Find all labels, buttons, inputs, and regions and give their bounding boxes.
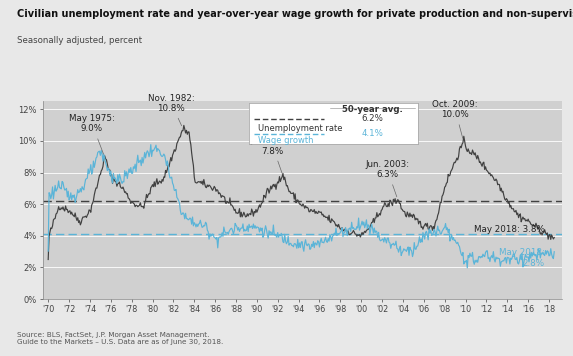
Text: 50-year avg.: 50-year avg. — [342, 105, 403, 114]
Text: Jun. 2003:
6.3%: Jun. 2003: 6.3% — [365, 160, 409, 197]
Text: Seasonally adjusted, percent: Seasonally adjusted, percent — [17, 36, 142, 44]
Text: Unemployment rate: Unemployment rate — [258, 124, 342, 133]
Text: May 2018:
2.8%: May 2018: 2.8% — [499, 248, 545, 268]
Text: 6.2%: 6.2% — [362, 114, 383, 123]
Text: Wage growth: Wage growth — [258, 136, 313, 145]
Text: Civilian unemployment rate and year-over-year wage growth for private production: Civilian unemployment rate and year-over… — [17, 9, 573, 19]
Text: Oct. 2009:
10.0%: Oct. 2009: 10.0% — [432, 100, 478, 138]
Text: Nov. 1982:
10.8%: Nov. 1982: 10.8% — [148, 94, 195, 126]
Text: Source: BLS, FactSet, J.P. Morgan Asset Management.
Guide to the Markets – U.S. : Source: BLS, FactSet, J.P. Morgan Asset … — [17, 332, 223, 345]
Text: Jun. 1992:
7.8%: Jun. 1992: 7.8% — [250, 136, 295, 173]
Text: May 2018: 3.8%: May 2018: 3.8% — [474, 225, 545, 234]
Text: May 1975:
9.0%: May 1975: 9.0% — [69, 114, 115, 154]
Text: 4.1%: 4.1% — [362, 130, 383, 138]
